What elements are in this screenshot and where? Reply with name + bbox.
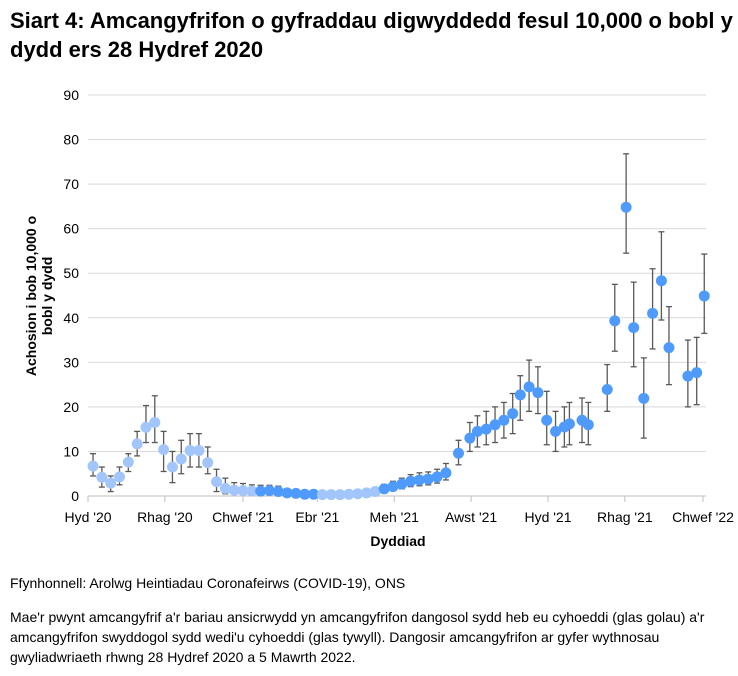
unpublished-estimate-point: [166, 461, 178, 473]
published-estimate-point: [620, 201, 632, 213]
unpublished-estimate-point: [184, 445, 196, 457]
y-tick-label: 40: [63, 310, 79, 326]
published-estimate-point: [638, 392, 650, 404]
published-estimate-point: [582, 419, 594, 431]
unpublished-estimate-point: [228, 484, 240, 496]
published-estimate-point: [396, 478, 408, 490]
published-estimate-point: [290, 487, 302, 499]
unpublished-estimate-point: [87, 460, 99, 472]
x-tick-label: Ebr '21: [295, 509, 339, 525]
unpublished-estimate-point: [140, 421, 152, 433]
unpublished-estimate-point: [175, 453, 187, 465]
unpublished-estimate-point: [369, 486, 381, 498]
published-estimate-point: [263, 485, 275, 497]
unpublished-estimate-point: [316, 489, 328, 501]
unpublished-estimate-point: [202, 457, 214, 469]
published-estimate-point: [507, 408, 519, 420]
published-estimate-point: [422, 473, 434, 485]
published-estimate-point: [563, 418, 575, 430]
y-axis-label: Achosion i bob 10,000 obobl y dydd: [23, 216, 55, 376]
unpublished-estimate-point: [361, 487, 373, 499]
chart-title: Siart 4: Amcangyfrifon o gyfraddau digwy…: [10, 8, 733, 62]
published-estimate-point: [480, 423, 492, 435]
source-note: Ffynhonnell: Arolwg Heintiadau Coronafei…: [10, 575, 406, 591]
unpublished-estimate-point: [96, 471, 108, 483]
published-estimate-point: [550, 425, 562, 437]
published-estimate-point: [609, 315, 621, 327]
published-estimate-point: [601, 384, 613, 396]
unpublished-estimate-point: [343, 488, 355, 500]
y-tick-label: 0: [71, 488, 79, 504]
unpublished-estimate-point: [114, 471, 126, 483]
published-estimate-point: [698, 290, 710, 302]
published-estimate-point: [431, 471, 443, 483]
published-estimate-point: [514, 389, 526, 401]
published-estimate-point: [498, 414, 510, 426]
unpublished-estimate-point: [122, 456, 134, 468]
y-tick-label: 70: [63, 176, 79, 192]
published-estimate-point: [682, 370, 694, 382]
published-estimate-point: [663, 342, 675, 354]
published-estimate-point: [464, 432, 476, 444]
x-tick-label: Rhag '20: [137, 509, 193, 525]
y-tick-label: 80: [63, 132, 79, 148]
x-tick-label: Chwef '21: [212, 509, 274, 525]
published-estimate-point: [405, 475, 417, 487]
y-tick-label: 90: [63, 87, 79, 103]
x-tick-label: Awst '21: [445, 509, 497, 525]
unpublished-estimate-point: [352, 488, 364, 500]
y-tick-label: 20: [63, 399, 79, 415]
published-estimate-point: [387, 481, 399, 493]
y-tick-label: 30: [63, 354, 79, 370]
published-estimate-point: [272, 486, 284, 498]
x-tick-label: Meh '21: [370, 509, 420, 525]
published-estimate-point: [655, 275, 667, 287]
y-tick-label: 50: [63, 265, 79, 281]
unpublished-estimate-point: [325, 489, 337, 501]
published-estimate-point: [378, 483, 390, 495]
published-estimate-point: [541, 414, 553, 426]
x-tick-label: Hyd '20: [64, 509, 111, 525]
unpublished-estimate-point: [237, 485, 249, 497]
unpublished-estimate-point: [334, 489, 346, 501]
x-tick-label: Rhag '21: [597, 509, 653, 525]
published-estimate-point: [440, 467, 452, 479]
published-estimate-point: [691, 367, 703, 379]
published-estimate-point: [647, 307, 659, 319]
unpublished-estimate-point: [158, 444, 170, 456]
published-estimate-point: [453, 447, 465, 459]
x-tick-label: Chwef '22: [672, 509, 734, 525]
published-estimate-point: [532, 387, 544, 399]
unpublished-estimate-point: [193, 445, 205, 457]
y-tick-label: 10: [63, 443, 79, 459]
footnote: Mae'r pwynt amcangyfrif a'r bariau ansic…: [10, 609, 705, 665]
x-axis-label: Dyddiad: [370, 533, 425, 549]
unpublished-estimate-point: [149, 416, 161, 428]
published-estimate-point: [628, 322, 640, 334]
unpublished-estimate-point: [105, 477, 117, 489]
unpublished-estimate-point: [131, 438, 143, 450]
published-estimate-point: [281, 487, 293, 499]
published-estimate-point: [489, 419, 501, 431]
published-estimate-point: [413, 474, 425, 486]
published-estimate-point: [299, 488, 311, 500]
unpublished-estimate-point: [246, 485, 258, 497]
unpublished-estimate-point: [219, 482, 231, 494]
unpublished-estimate-point: [211, 476, 223, 488]
y-tick-label: 60: [63, 221, 79, 237]
published-estimate-point: [471, 425, 483, 437]
published-estimate-point: [308, 488, 320, 500]
x-tick-label: Hyd '21: [524, 509, 571, 525]
published-estimate-point: [523, 381, 535, 393]
published-estimate-point: [255, 485, 267, 497]
chart-plot: 0 10 20 30 40 50 60 70 80 90 Hyd '20 Rhag '20 Chwef…: [23, 87, 734, 549]
